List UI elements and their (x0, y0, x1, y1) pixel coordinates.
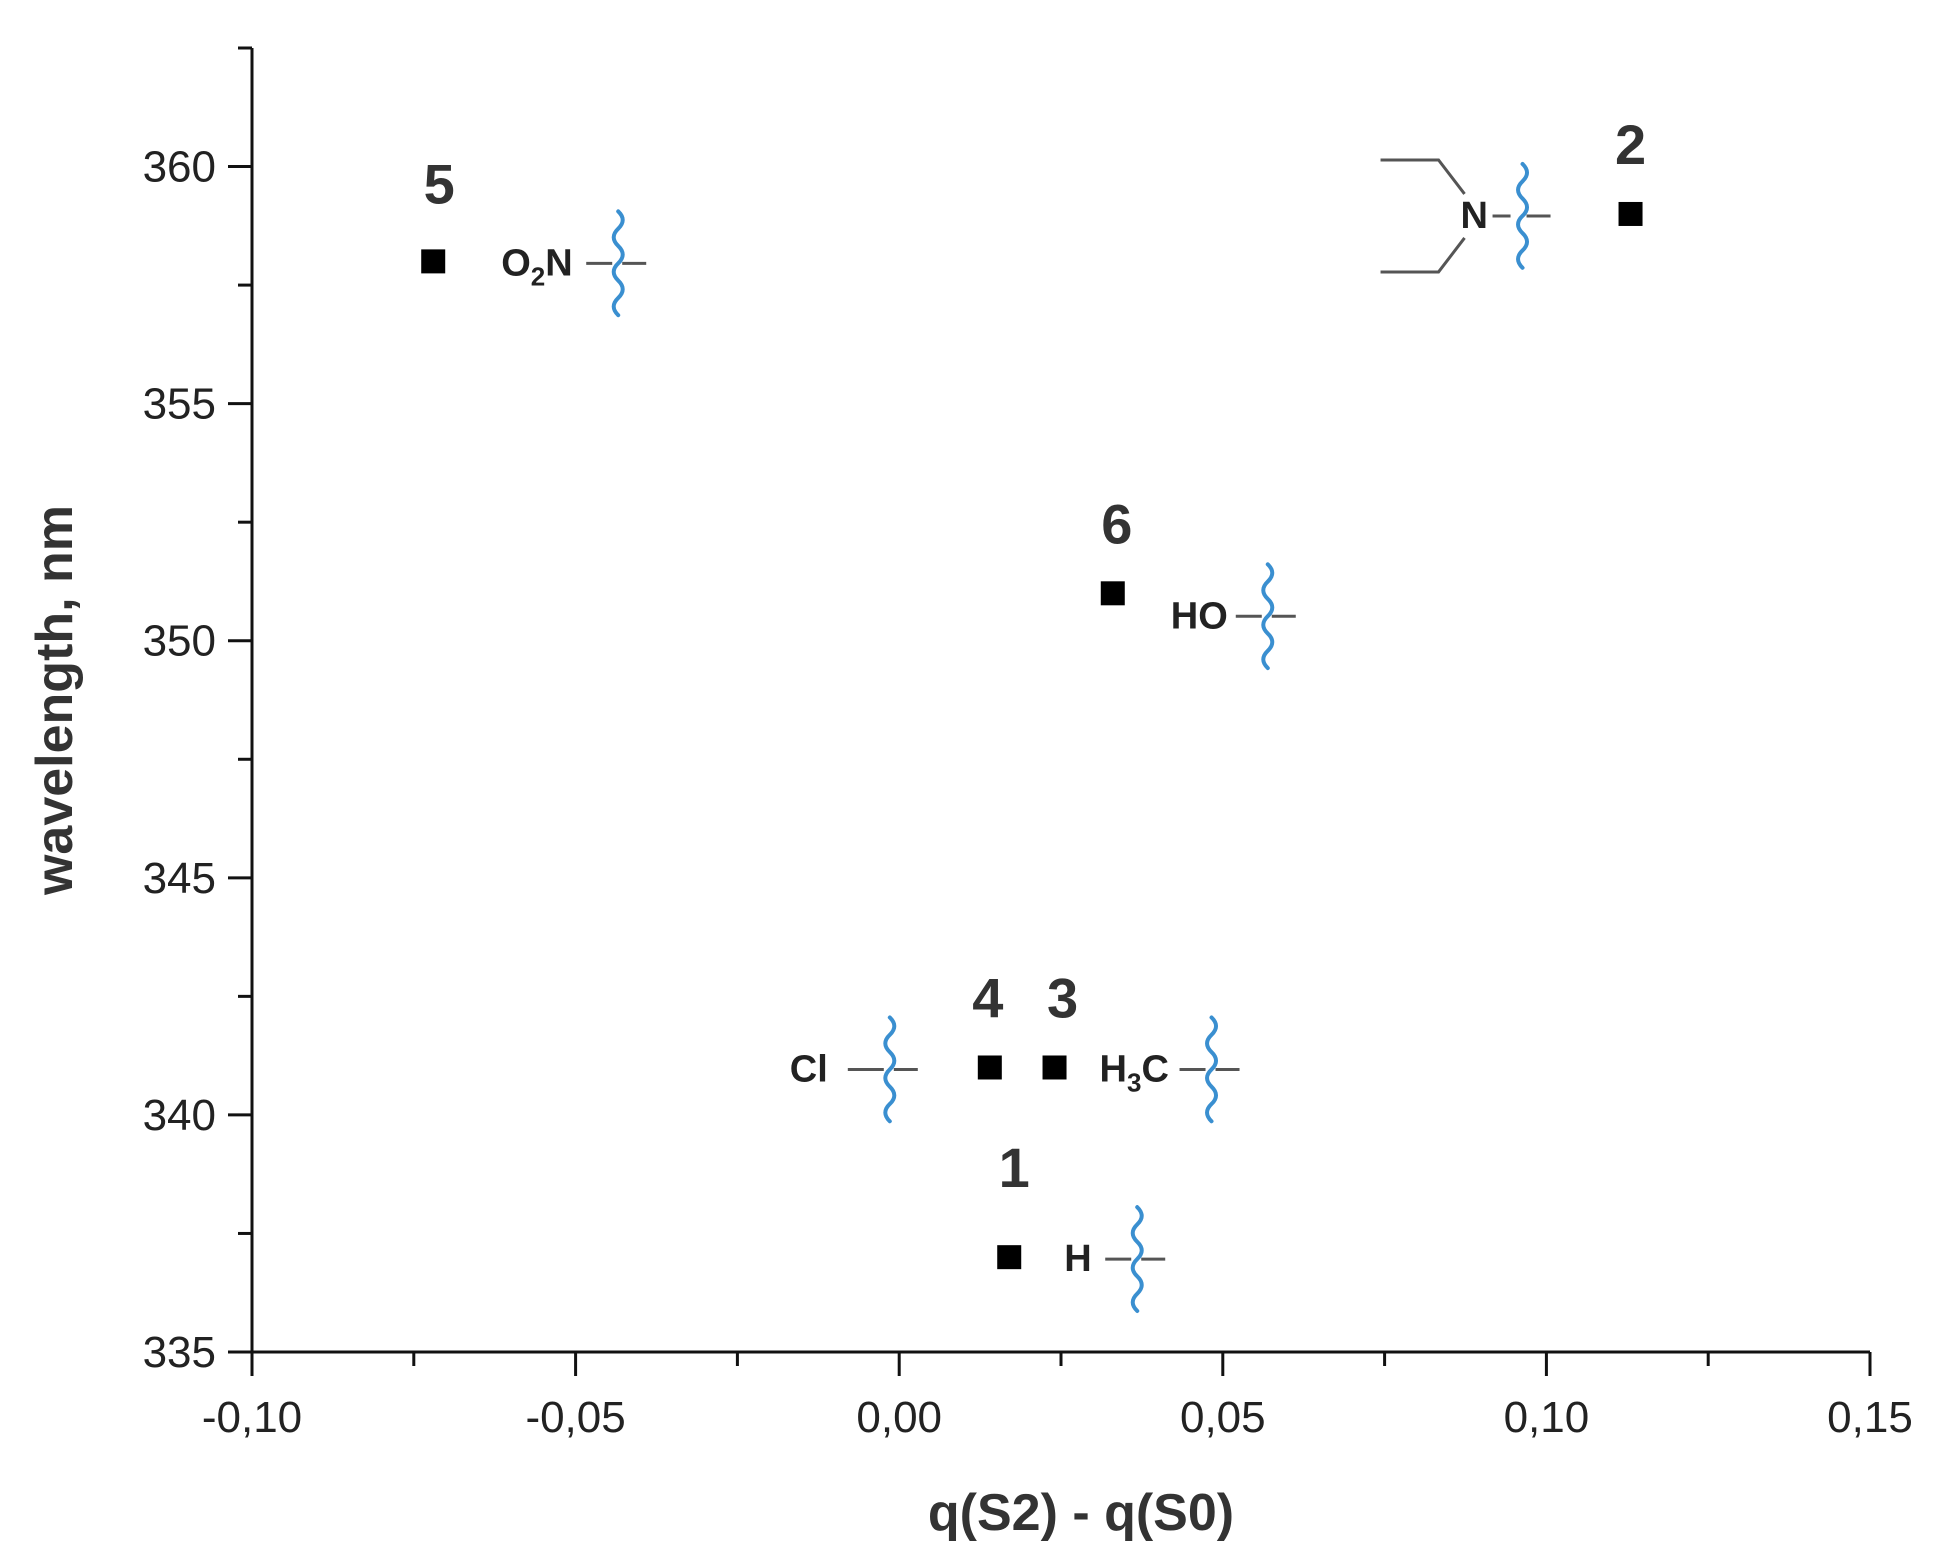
y-tick-label: 335 (143, 1328, 216, 1377)
point-label-2: 2 (1615, 113, 1646, 176)
x-tick-label: 0,05 (1180, 1393, 1266, 1442)
substituent-text: H (1064, 1238, 1091, 1280)
x-tick-label: -0,10 (202, 1393, 302, 1442)
data-point-2 (1618, 201, 1643, 226)
substituent-6: HO (1171, 562, 1296, 671)
point-label-6: 6 (1101, 492, 1132, 555)
y-tick-label: 345 (143, 854, 216, 903)
data-point-1 (997, 1245, 1022, 1270)
wavy-bond-icon (1130, 1205, 1144, 1313)
y-tick-label: 355 (143, 380, 216, 429)
substituent-text: Cl (790, 1048, 828, 1090)
point-labels: 1 2 34 5 6 (424, 113, 1646, 1199)
y-tick-label: 360 (143, 143, 216, 192)
y-axis-title: wavelength, nm (26, 505, 84, 896)
data-point-6 (1100, 581, 1125, 606)
substituent-5: O2N (501, 209, 647, 318)
wavy-bond-icon (1516, 161, 1530, 270)
ethyl-arm-upper (1380, 158, 1466, 195)
substituent-text: H3C (1100, 1048, 1169, 1097)
x-tick-label: 0,00 (856, 1393, 942, 1442)
data-points (421, 201, 1643, 1270)
point-label-1: 1 (999, 1136, 1030, 1199)
x-tick-label: -0,05 (525, 1393, 625, 1442)
y-tick-label: 350 (143, 617, 216, 666)
x-tick-label: 0,10 (1504, 1393, 1590, 1442)
y-tick-label: 340 (143, 1091, 216, 1140)
wavy-bond-icon (1205, 1015, 1219, 1124)
data-point-3 (1042, 1055, 1067, 1080)
y-axis-ticks: 335 340 345 350 355 360 (143, 46, 252, 1377)
ethyl-arm-lower (1380, 237, 1466, 274)
data-point-4 (977, 1055, 1002, 1080)
wavy-bond-icon (1261, 562, 1275, 671)
point-label-4: 4 (972, 966, 1003, 1029)
x-tick-label: 0,15 (1827, 1393, 1913, 1442)
point-label-5: 5 (424, 152, 455, 215)
substituent-structures: H N H3C Cl O2N HO (501, 158, 1551, 1313)
substituent-text: N (1461, 195, 1488, 237)
axes (250, 48, 1870, 1354)
wavy-bond-icon (611, 209, 625, 318)
substituent-4: Cl (790, 1015, 918, 1124)
x-axis-title: q(S2) - q(S0) (928, 1484, 1234, 1542)
substituent-3: H3C (1100, 1015, 1240, 1124)
x-axis-ticks: -0,10 -0,05 0,00 0,05 0,10 0,15 (202, 1352, 1913, 1442)
data-point-5 (421, 249, 446, 274)
substituent-text: HO (1171, 595, 1228, 637)
point-label-3: 3 (1047, 966, 1078, 1029)
wavy-bond-icon (883, 1015, 897, 1124)
substituent-text: O2N (501, 242, 572, 291)
substituent-1: H (1064, 1205, 1166, 1313)
substituent-2: N (1380, 158, 1551, 274)
